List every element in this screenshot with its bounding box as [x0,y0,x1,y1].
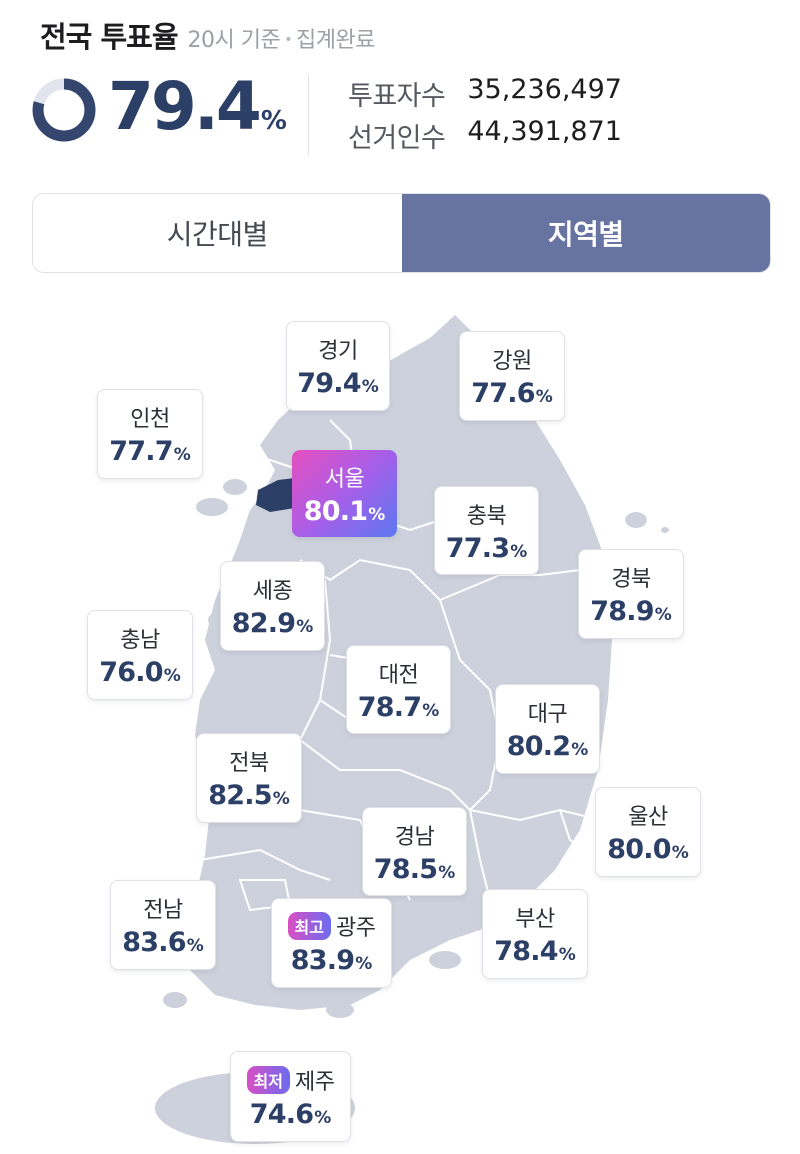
voters-value: 35,236,497 [467,74,622,105]
region-rate: 82.5% [208,780,290,811]
region-name: 인천 [130,407,170,432]
region-rate: 76.0% [99,657,181,688]
region-rate: 82.9% [231,608,314,639]
region-card-gwangju[interactable]: 최고 광주 83.9% [271,898,392,988]
separator-dot: • [284,32,292,48]
region-card-chungbuk[interactable]: 충북 77.3% [434,486,539,575]
region-name-text: 광주 [335,916,376,941]
region-name-text: 제주 [294,1069,335,1095]
region-card-sejong[interactable]: 세종 82.9% [220,561,325,651]
region-rate: 80.0% [607,834,689,865]
region-rate: 80.1% [303,495,386,527]
region-rate: 78.9% [590,596,672,627]
turnout-unit: % [260,106,287,136]
region-name: 경북 [611,567,651,592]
tab-by-time[interactable]: 시간대별 [33,194,402,272]
region-rate: 77.7% [109,436,191,467]
incheon-island-shape [196,498,228,516]
incheon-island-shape-2 [223,479,247,495]
region-name: 전북 [229,751,269,776]
region-rate: 79.4% [297,368,379,399]
header: 전국 투표율 20시 기준 • 집계완료 [40,14,375,56]
region-card-busan[interactable]: 부산 78.4% [482,889,588,979]
region-card-gyeonggi[interactable]: 경기 79.4% [286,321,390,411]
region-rate: 78.5% [373,853,456,885]
region-card-jeonnam[interactable]: 전남 83.6% [110,880,216,970]
electorate-value: 44,391,871 [467,116,622,147]
electorate-label: 선거인수 [348,123,446,154]
south-island-shape-3 [163,992,187,1008]
region-card-gyeongnam[interactable]: 경남 78.5% [362,807,467,896]
region-rate: 80.2% [506,731,589,762]
region-card-gyeongbuk[interactable]: 경북 78.9% [578,549,684,639]
highest-badge: 최고 [287,912,331,940]
turnout-value: 79.4 [108,68,262,145]
view-tabs: 시간대별 지역별 [32,193,771,273]
region-name: 강원 [492,349,532,374]
region-name: 대구 [527,702,568,727]
region-rate: 74.6% [249,1098,332,1130]
voters-stat: 투표자수 35,236,497 [348,74,622,113]
region-name: 전남 [143,898,183,923]
south-island-shape-2 [429,951,461,969]
time-basis: 20시 기준 [187,28,281,53]
south-island-shape [391,936,419,954]
region-card-chungnam[interactable]: 충남 76.0% [87,610,193,700]
national-turnout-rate: 79.4% [108,68,287,145]
region-name: 대전 [378,662,419,688]
header-meta: 20시 기준 • 집계완료 [187,22,376,54]
region-card-seoul[interactable]: 서울 80.1% [292,450,397,537]
region-name: 충북 [466,503,507,529]
electorate-stat: 선거인수 44,391,871 [348,116,622,155]
region-name: 서울 [324,466,365,492]
region-card-daegu[interactable]: 대구 80.2% [495,684,600,774]
lowest-badge: 최저 [246,1065,290,1094]
region-rate: 77.6% [471,378,553,409]
region-name: 경남 [394,824,435,850]
count-status: 집계완료 [295,28,375,53]
tab-by-region[interactable]: 지역별 [401,194,770,272]
national-summary: 79.4% 투표자수 35,236,497 선거인수 44,391,871 [30,68,770,160]
region-rate: 78.4% [494,936,576,967]
region-map: 경기 79.4% 강원 77.6% 인천 77.7% 서울 80.1% 충북 7… [0,300,800,1154]
region-name: 경기 [318,339,358,364]
seoul-shape [256,478,300,512]
region-card-gangwon[interactable]: 강원 77.6% [459,331,565,421]
page-title: 전국 투표율 [40,20,178,54]
region-card-jeju[interactable]: 최저 제주 74.6% [230,1051,351,1142]
region-name: 세종 [252,579,293,604]
ulleung-island-shape [625,512,647,528]
region-rate: 78.7% [357,691,440,723]
region-card-jeonbuk[interactable]: 전북 82.5% [196,733,302,823]
region-card-ulsan[interactable]: 울산 80.0% [595,787,701,877]
region-name: 부산 [515,907,555,932]
region-rate: 83.6% [122,927,204,958]
south-island-shape-4 [326,1002,354,1018]
region-name: 최저 제주 [246,1064,335,1096]
region-name: 최고 광주 [287,910,376,942]
region-name: 울산 [628,805,668,830]
region-card-daejeon[interactable]: 대전 78.7% [346,645,451,734]
region-rate: 83.9% [290,945,373,976]
dokdo-island-shape [661,527,669,533]
region-card-incheon[interactable]: 인천 77.7% [97,389,203,479]
region-rate: 77.3% [445,532,528,564]
region-name: 충남 [120,628,160,653]
divider [308,74,309,156]
turnout-donut-icon [32,78,96,142]
voters-label: 투표자수 [348,81,446,112]
